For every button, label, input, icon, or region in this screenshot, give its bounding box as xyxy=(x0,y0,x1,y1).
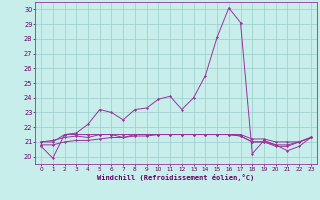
X-axis label: Windchill (Refroidissement éolien,°C): Windchill (Refroidissement éolien,°C) xyxy=(97,174,255,181)
